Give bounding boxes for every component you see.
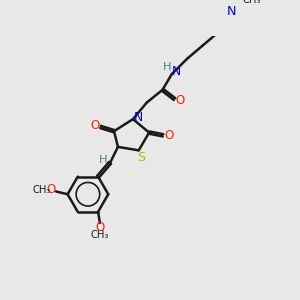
Text: CH₃: CH₃ bbox=[91, 230, 109, 240]
Text: N: N bbox=[226, 5, 236, 18]
Text: CH₃: CH₃ bbox=[242, 0, 261, 5]
Text: O: O bbox=[176, 94, 185, 107]
Text: H: H bbox=[163, 62, 172, 72]
Text: O: O bbox=[95, 221, 105, 234]
Text: O: O bbox=[164, 129, 173, 142]
Text: O: O bbox=[46, 183, 56, 196]
Text: O: O bbox=[91, 119, 100, 132]
Text: CH₃: CH₃ bbox=[32, 185, 51, 195]
Text: N: N bbox=[171, 65, 181, 78]
Text: S: S bbox=[137, 151, 146, 164]
Text: N: N bbox=[134, 111, 143, 124]
Text: H: H bbox=[99, 155, 107, 165]
